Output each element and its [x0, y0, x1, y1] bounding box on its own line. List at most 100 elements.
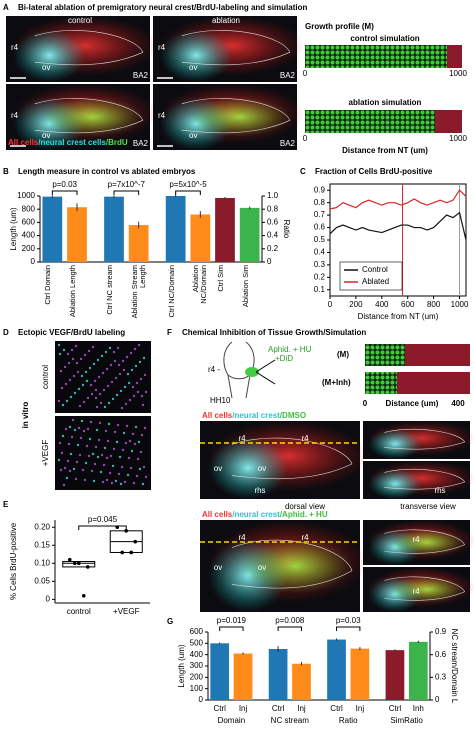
- pointer: [255, 371, 276, 385]
- outline: [181, 98, 291, 134]
- legend-label: Ablated: [362, 277, 389, 286]
- bar: [408, 641, 428, 700]
- sim-cells: [365, 344, 405, 366]
- chart-title: Length measure in control vs ablated emb…: [18, 167, 196, 176]
- label: +DiD: [275, 354, 293, 363]
- bar: [268, 649, 288, 700]
- box: [62, 561, 96, 568]
- caption: /neural crest cells: [38, 138, 106, 147]
- cell: [71, 357, 75, 361]
- cell: [114, 376, 118, 380]
- cell: [83, 478, 87, 482]
- cell: [88, 366, 92, 370]
- cell: [107, 401, 111, 405]
- y2-tick-label: 0.8: [267, 204, 279, 213]
- x-tick-label: Ctrl: [213, 704, 226, 713]
- y-tick-label: 400: [22, 231, 36, 240]
- cell: [139, 377, 143, 381]
- cell: [125, 424, 129, 428]
- cell: [58, 441, 62, 445]
- line: [329, 211, 467, 241]
- panel-title: Bi-lateral ablation of premigratory neur…: [18, 3, 308, 12]
- bar: [190, 214, 211, 262]
- injection-site: [245, 367, 259, 377]
- cell: [108, 346, 112, 350]
- cell: [104, 429, 108, 433]
- cell: [72, 374, 76, 378]
- cell: [105, 456, 109, 460]
- cell: [141, 403, 145, 407]
- cell: [136, 457, 140, 461]
- y-tick-label: 0.1: [314, 285, 326, 294]
- cell: [136, 390, 140, 394]
- cell: [122, 431, 126, 435]
- label: Aphid. + HU: [268, 345, 312, 354]
- y-tick-label: 0.9: [314, 185, 326, 194]
- cell: [73, 391, 77, 395]
- y-tick-label: 0.5: [314, 235, 326, 244]
- cell: [67, 361, 71, 365]
- y-tick-label: 0.10: [34, 558, 50, 567]
- cell: [134, 364, 138, 368]
- cell: [85, 379, 89, 383]
- y-tick-label: 0.15: [34, 540, 50, 549]
- cell: [124, 402, 128, 406]
- cell: [78, 453, 82, 457]
- cell: [95, 428, 99, 432]
- cell: [66, 352, 70, 356]
- label: ov: [189, 63, 197, 72]
- y-tick-label: 100: [190, 684, 204, 693]
- y-tick-label: 600: [190, 627, 204, 636]
- x-axis-label: Distance from NT (um): [358, 312, 439, 321]
- bar: [67, 207, 87, 262]
- cell: [98, 421, 102, 425]
- cell: [85, 444, 89, 448]
- cell: [103, 405, 107, 409]
- cell: [68, 469, 72, 473]
- point: [133, 539, 138, 544]
- cell: [57, 399, 61, 403]
- cell: [143, 426, 147, 430]
- cell: [144, 390, 148, 394]
- cell: [81, 468, 85, 472]
- cell: [129, 351, 133, 355]
- cell: [76, 370, 80, 374]
- cell: [106, 384, 110, 388]
- cell: [117, 472, 121, 476]
- cell: [64, 427, 68, 431]
- stain: [389, 529, 465, 556]
- bracket: [78, 525, 127, 530]
- y-tick-label: 0: [46, 595, 51, 604]
- cell: [89, 383, 93, 387]
- legend-box: [339, 261, 403, 291]
- cell: [82, 400, 86, 404]
- cell: [121, 448, 125, 452]
- cell: [77, 387, 81, 391]
- cell: [86, 396, 90, 400]
- cell: [110, 481, 114, 485]
- y-tick-label: 600: [22, 218, 36, 227]
- y-axis-label: Length (um): [177, 644, 186, 687]
- cell: [101, 480, 105, 484]
- bar: [128, 225, 149, 262]
- y-tick-label: 500: [190, 638, 204, 647]
- cell: [64, 382, 68, 386]
- y2-tick-label: 0.6: [267, 218, 279, 227]
- cell: [127, 456, 131, 460]
- label: in vitro: [21, 402, 30, 429]
- panel-letter: G: [167, 617, 173, 626]
- outline: [384, 529, 466, 554]
- cell: [138, 360, 142, 364]
- panel-letter: E: [3, 500, 9, 509]
- cell: [93, 462, 97, 466]
- cell: [91, 345, 95, 349]
- label: ov: [214, 563, 222, 572]
- caption: /neural crest: [232, 510, 280, 519]
- cell: [75, 361, 79, 365]
- label: BA2: [280, 139, 296, 148]
- outline: [384, 576, 466, 601]
- cell: [137, 343, 141, 347]
- micrograph: [55, 341, 151, 413]
- cell: [63, 466, 67, 470]
